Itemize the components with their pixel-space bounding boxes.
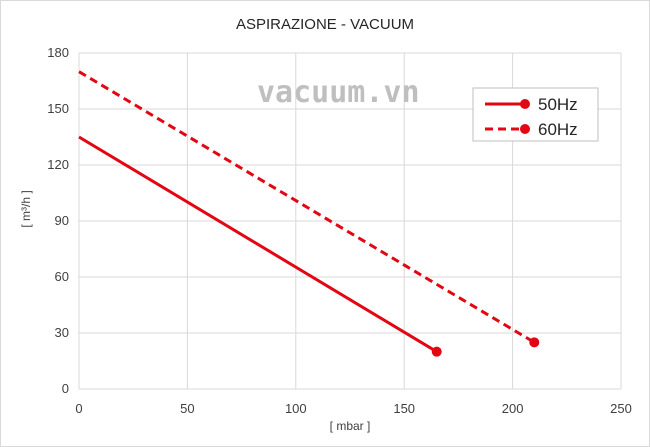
legend-label: 60Hz (538, 120, 578, 139)
y-tick-label: 0 (62, 381, 69, 396)
x-tick-label: 200 (502, 401, 524, 416)
chart-title: ASPIRAZIONE - VACUUM (236, 16, 414, 33)
legend-box (472, 87, 599, 142)
y-tick-label: 30 (55, 325, 69, 340)
legend-label: 50Hz (538, 95, 578, 114)
tick-layer: 0 30 60 90 120 150 180 0 50 100 150 200 250 (47, 45, 632, 416)
y-tick-label: 120 (47, 157, 69, 172)
x-tick-label: 250 (610, 401, 632, 416)
series-line-50Hz (78, 135, 438, 353)
y-tick-label: 90 (55, 213, 69, 228)
y-axis-title: [ m³/h ] (19, 190, 33, 227)
legend: 50Hz 60Hz (472, 87, 599, 142)
series-end-marker-50Hz (431, 346, 442, 357)
x-axis-title: [ mbar ] (330, 419, 371, 433)
x-tick-label: 50 (180, 401, 194, 416)
x-tick-label: 100 (285, 401, 307, 416)
y-tick-label: 150 (47, 101, 69, 116)
x-tick-label: 150 (393, 401, 415, 416)
series-layer (78, 70, 540, 357)
y-tick-label: 60 (55, 269, 69, 284)
series-line-60Hz (78, 70, 536, 344)
watermark: vacuum.vn (257, 75, 420, 110)
x-tick-label: 0 (75, 401, 82, 416)
legend-swatch-marker (520, 99, 530, 109)
legend-items: 50Hz 60Hz (485, 95, 578, 139)
series-end-marker-60Hz (529, 337, 540, 348)
y-tick-label: 180 (47, 45, 69, 60)
legend-swatch-marker (520, 124, 530, 134)
